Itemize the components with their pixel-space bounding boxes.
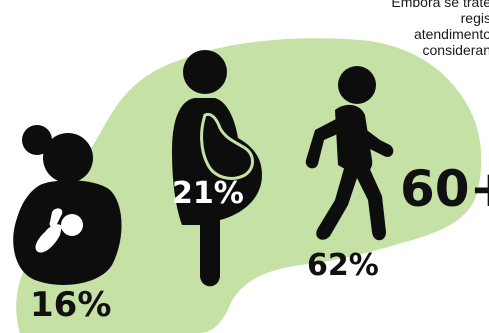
pregnant-woman-icon <box>172 50 262 287</box>
baby-icon <box>35 208 83 253</box>
pregnant-belly-outline <box>200 112 254 180</box>
caption-line-3: atendimento <box>413 26 489 42</box>
walker-back-arm <box>305 118 342 169</box>
breastfeeding-percentage: 16% <box>30 285 112 325</box>
caption-line-4: consideran <box>422 42 489 58</box>
mother-bun <box>22 125 52 155</box>
mother-head <box>43 133 93 183</box>
pregnant-head <box>183 50 227 94</box>
walker-front-arm <box>360 125 394 157</box>
walker-front-leg <box>352 165 386 241</box>
elderly-age-label: 60+ <box>400 160 489 218</box>
walker-back-leg <box>316 165 358 240</box>
walking-percentage: 62% <box>307 248 379 283</box>
baby-arm <box>49 208 63 228</box>
caption-text: Embora se trate regis atendimento consid… <box>291 0 489 58</box>
baby-head <box>61 214 83 236</box>
caption-line-2: regis <box>460 10 489 26</box>
walker-head <box>338 66 376 104</box>
walking-person-icon <box>305 66 394 241</box>
caption-line-1: Embora se trate <box>391 0 489 10</box>
pregnant-percentage: 21% <box>172 176 244 211</box>
walker-torso <box>335 104 373 175</box>
baby-body <box>35 224 62 253</box>
